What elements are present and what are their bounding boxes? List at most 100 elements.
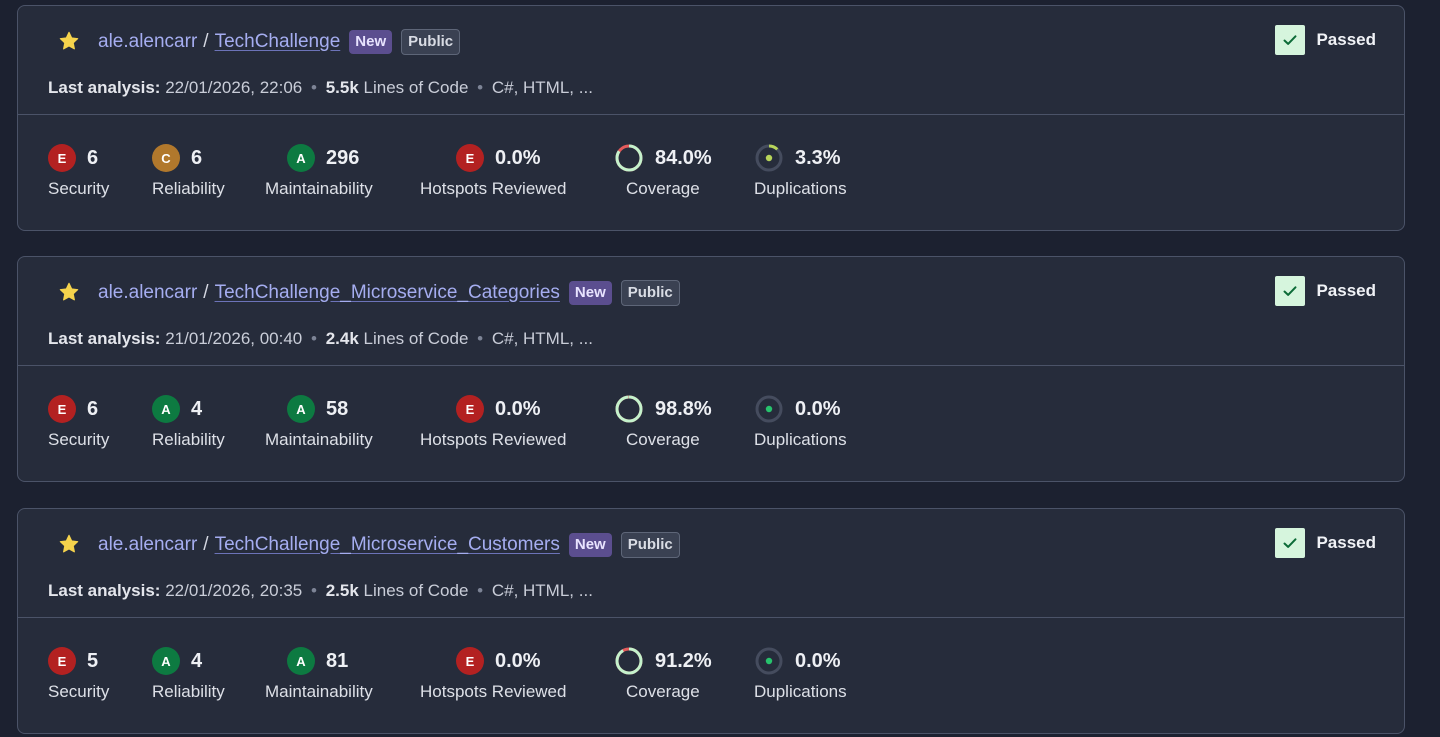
hotspots-metric[interactable]: E 0.0% Hotspots Reviewed <box>420 392 566 450</box>
project-card: ale.alencarr / TechChallenge New Public … <box>17 5 1405 231</box>
coverage-label: Coverage <box>626 179 700 198</box>
hotspots-label: Hotspots Reviewed <box>420 682 567 701</box>
title-separator: / <box>203 534 209 555</box>
reliability-rating-badge: C <box>152 144 180 172</box>
languages: C#, HTML, ... <box>491 581 593 600</box>
last-analysis-label: Last analysis: <box>48 581 161 600</box>
coverage-ring-icon <box>615 647 643 675</box>
maintainability-rating-badge: A <box>287 395 315 423</box>
favorite-star-icon[interactable] <box>58 533 80 555</box>
meta-separator: • <box>311 78 317 97</box>
quality-gate-status: Passed <box>1275 276 1376 306</box>
maintainability-metric[interactable]: A 81 Maintainability <box>265 644 373 702</box>
hotspots-rating-badge: E <box>456 647 484 675</box>
meta-separator: • <box>311 581 317 600</box>
last-analysis-label: Last analysis: <box>48 329 161 348</box>
hotspots-rating-badge: E <box>456 395 484 423</box>
meta-separator: • <box>477 329 484 348</box>
organization-link[interactable]: ale.alencarr <box>98 282 198 303</box>
title-separator: / <box>203 31 209 52</box>
project-card-header: ale.alencarr / TechChallenge_Microservic… <box>18 509 1404 618</box>
maintainability-label: Maintainability <box>265 179 373 198</box>
lines-of-code-value: 5.5k <box>325 78 359 97</box>
hotspots-metric[interactable]: E 0.0% Hotspots Reviewed <box>420 141 566 199</box>
analysis-meta: Last analysis: 21/01/2026, 00:40 • 2.4k … <box>48 329 593 349</box>
passed-check-icon <box>1275 528 1306 558</box>
reliability-label: Reliability <box>152 682 225 701</box>
public-badge: Public <box>620 532 680 558</box>
new-badge: New <box>568 533 612 557</box>
organization-link[interactable]: ale.alencarr <box>98 534 198 555</box>
hotspots-value: 0.0% <box>495 146 541 169</box>
quality-gate-status: Passed <box>1275 25 1376 55</box>
maintainability-value: 296 <box>326 146 360 169</box>
maintainability-value: 58 <box>326 397 349 420</box>
last-analysis-date: 22/01/2026, 22:06 <box>165 78 303 97</box>
coverage-metric[interactable]: 91.2% Coverage <box>614 644 712 702</box>
security-rating-badge: E <box>48 144 76 172</box>
project-title: ale.alencarr / TechChallenge New Public <box>98 28 461 56</box>
project-name-link[interactable]: TechChallenge_Microservice_Categories <box>214 282 560 303</box>
maintainability-metric[interactable]: A 296 Maintainability <box>265 141 373 199</box>
coverage-value: 84.0% <box>655 146 712 169</box>
last-analysis-label: Last analysis: <box>48 78 161 97</box>
quality-gate-label: Passed <box>1316 281 1376 300</box>
duplications-value: 0.0% <box>795 649 841 672</box>
reliability-label: Reliability <box>152 179 225 198</box>
security-label: Security <box>48 179 110 198</box>
hotspots-rating-badge: E <box>456 144 484 172</box>
lines-of-code-value: 2.4k <box>325 329 359 348</box>
project-name-link[interactable]: TechChallenge <box>214 31 341 52</box>
maintainability-rating-badge: A <box>287 144 315 172</box>
duplications-ring-icon <box>755 395 783 423</box>
duplications-value: 0.0% <box>795 397 841 420</box>
maintainability-rating-badge: A <box>287 647 315 675</box>
hotspots-value: 0.0% <box>495 649 541 672</box>
languages: C#, HTML, ... <box>491 329 593 348</box>
reliability-value: 6 <box>191 146 203 169</box>
lines-of-code-label: Lines of Code <box>363 329 469 348</box>
coverage-ring-icon <box>615 144 643 172</box>
quality-gate-label: Passed <box>1316 30 1376 49</box>
last-analysis-date: 21/01/2026, 00:40 <box>165 329 303 348</box>
security-label: Security <box>48 430 110 449</box>
duplications-metric[interactable]: 0.0% Duplications <box>754 392 847 450</box>
languages: C#, HTML, ... <box>491 78 593 97</box>
security-label: Security <box>48 682 110 701</box>
coverage-value: 91.2% <box>655 649 712 672</box>
hotspots-value: 0.0% <box>495 397 541 420</box>
organization-link[interactable]: ale.alencarr <box>98 31 198 52</box>
favorite-star-icon[interactable] <box>58 281 80 303</box>
reliability-value: 4 <box>191 649 203 672</box>
lines-of-code-value: 2.5k <box>325 581 359 600</box>
coverage-label: Coverage <box>626 682 700 701</box>
hotspots-label: Hotspots Reviewed <box>420 179 567 198</box>
hotspots-metric[interactable]: E 0.0% Hotspots Reviewed <box>420 644 566 702</box>
security-rating-badge: E <box>48 395 76 423</box>
security-rating-badge: E <box>48 647 76 675</box>
coverage-metric[interactable]: 98.8% Coverage <box>614 392 712 450</box>
last-analysis-date: 22/01/2026, 20:35 <box>165 581 303 600</box>
duplications-metric[interactable]: 0.0% Duplications <box>754 644 847 702</box>
passed-check-icon <box>1275 25 1306 55</box>
maintainability-metric[interactable]: A 58 Maintainability <box>265 392 373 450</box>
duplications-value: 3.3% <box>795 146 841 169</box>
coverage-metric[interactable]: 84.0% Coverage <box>614 141 712 199</box>
maintainability-value: 81 <box>326 649 349 672</box>
project-name-link[interactable]: TechChallenge_Microservice_Customers <box>214 534 560 555</box>
hotspots-label: Hotspots Reviewed <box>420 430 567 449</box>
favorite-star-icon[interactable] <box>58 30 80 52</box>
title-separator: / <box>203 282 209 303</box>
duplications-metric[interactable]: 3.3% Duplications <box>754 141 847 199</box>
reliability-rating-badge: A <box>152 647 180 675</box>
security-value: 5 <box>87 649 99 672</box>
